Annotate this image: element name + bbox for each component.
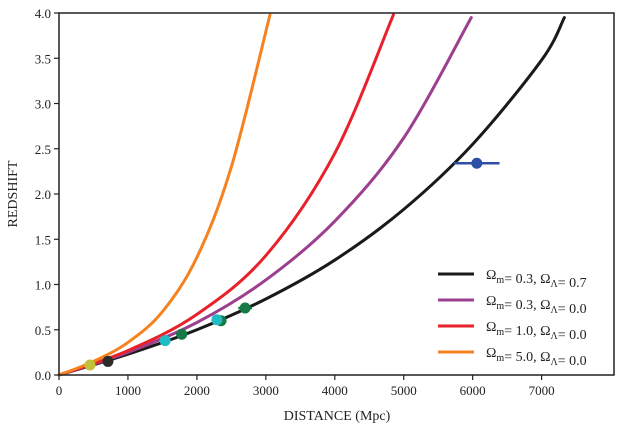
- data-point-yellow: [84, 359, 96, 371]
- x-tick-label: 4000: [322, 383, 348, 398]
- x-tick-label: 6000: [460, 383, 486, 398]
- x-tick-label: 0: [56, 383, 63, 398]
- y-tick-label: 0.5: [35, 323, 51, 338]
- x-tick-label: 7000: [529, 383, 555, 398]
- x-axis-label: DISTANCE (Mpc): [284, 409, 391, 424]
- y-tick-label: 1.5: [35, 232, 51, 247]
- plot-frame: [58, 12, 615, 376]
- y-axis-ticks: 0.0 0.5 1.0 1.5 2.0 2.5 3.0 3.5 4.0: [35, 6, 59, 383]
- data-point-green-3: [239, 302, 251, 314]
- series-line-0: [57, 16, 566, 377]
- series-line-3: [57, 13, 272, 377]
- data-point-cyan-2: [211, 314, 223, 326]
- legend: Ωm= 0.3, ΩΛ= 0.7 Ωm= 0.3, ΩΛ= 0.0 Ωm= 1.0,…: [438, 268, 587, 369]
- series-line-1: [57, 16, 473, 377]
- series-line-2: [57, 13, 395, 377]
- y-tick-label: 2.5: [35, 142, 51, 157]
- y-tick-label: 0.0: [35, 368, 51, 383]
- data-point-dark: [102, 355, 114, 367]
- legend-entry-3: Ωm= 5.0, ΩΛ= 0.0: [486, 346, 587, 369]
- x-tick-label: 5000: [391, 383, 417, 398]
- legend-entry-2: Ωm= 1.0, ΩΛ= 0.0: [486, 320, 587, 343]
- y-tick-label: 3.0: [35, 97, 51, 112]
- x-tick-label: 3000: [253, 383, 279, 398]
- data-point-cyan-1: [159, 335, 171, 347]
- y-tick-label: 4.0: [35, 6, 51, 21]
- y-axis-label: REDSHIFT: [6, 160, 21, 227]
- y-tick-label: 1.0: [35, 278, 51, 293]
- data-point-green-1: [176, 328, 188, 340]
- legend-entry-1: Ωm= 0.3, ΩΛ= 0.0: [486, 294, 587, 317]
- curves-layer: [57, 13, 566, 377]
- data-point-blue: [471, 157, 483, 169]
- y-tick-label: 2.0: [35, 187, 51, 202]
- points-layer: [84, 157, 500, 371]
- y-tick-label: 3.5: [35, 51, 51, 66]
- x-tick-label: 1000: [115, 383, 141, 398]
- legend-entry-0: Ωm= 0.3, ΩΛ= 0.7: [486, 268, 587, 291]
- x-axis-ticks: 0 1000 2000 3000 4000 5000 6000 7000: [56, 375, 555, 398]
- x-tick-label: 2000: [184, 383, 210, 398]
